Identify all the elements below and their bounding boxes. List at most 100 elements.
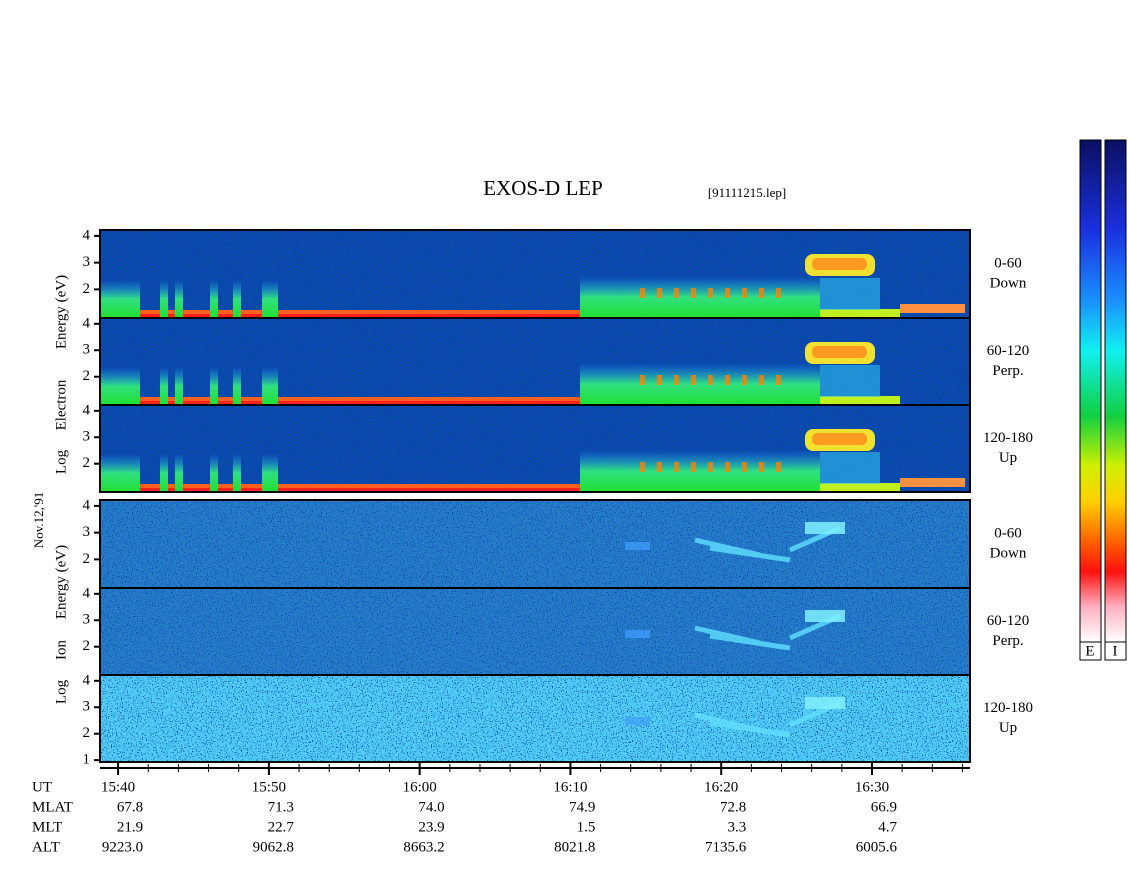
spectrogram-panel (99, 587, 971, 676)
footer-value: 66.9 (871, 799, 897, 815)
hot-spot (708, 375, 713, 385)
burst (210, 454, 218, 492)
hot-spot (657, 288, 662, 298)
burst (210, 367, 218, 405)
hot-spot (708, 462, 713, 472)
burst (270, 280, 278, 318)
footer-value: 6005.6 (856, 839, 898, 855)
arc (812, 433, 867, 445)
direction-label: Perp. (992, 633, 1023, 649)
colorbar-label-box (1079, 641, 1102, 661)
y-tick-label: 2 (83, 455, 91, 471)
late-band (900, 304, 965, 313)
y-tick-label: 3 (83, 524, 91, 540)
spectrogram-panel (99, 404, 971, 493)
y-tick-label: 3 (83, 612, 91, 628)
y-tick-label: 3 (83, 342, 91, 358)
direction-label: Perp. (992, 363, 1023, 379)
file-name: [91111215.lep] (708, 185, 786, 200)
angle-label: 120-180 (983, 700, 1033, 716)
burst (210, 280, 218, 318)
hot-spot (640, 462, 645, 472)
burst (233, 367, 241, 405)
footer-label: MLT (32, 819, 62, 835)
arc (812, 346, 867, 358)
burst (100, 367, 140, 405)
y-tick-label: 3 (83, 699, 91, 715)
hot-spot (708, 288, 713, 298)
burst (100, 280, 140, 318)
ion-streak (625, 717, 650, 725)
x-tick-label: 15:50 (252, 779, 286, 795)
panel-noise (100, 675, 970, 762)
ion-streak (805, 610, 845, 622)
burst (270, 454, 278, 492)
angle-label: 0-60 (994, 525, 1022, 541)
footer-value: 71.3 (268, 799, 294, 815)
y-tick-label: 4 (83, 672, 91, 688)
spectrogram-panel (99, 229, 971, 319)
footer-value: 9062.8 (253, 839, 294, 855)
spectrogram-panel (99, 317, 971, 406)
hot-spot (759, 288, 764, 298)
y-tick-label: 1 (83, 752, 91, 768)
hot-spot (691, 288, 696, 298)
burst (233, 280, 241, 318)
y-tick-label: 3 (83, 254, 91, 270)
burst (160, 367, 168, 405)
direction-label: Up (999, 450, 1017, 466)
angle-label: 60-120 (987, 343, 1030, 359)
y-tick-label: 2 (83, 368, 91, 384)
colorbar-label: I (1113, 643, 1118, 659)
hot-spot (640, 375, 645, 385)
colorbar-label-box (1104, 641, 1127, 661)
low-energy-band (100, 401, 580, 404)
ion-streak (805, 697, 845, 709)
colorbar-i (1104, 139, 1127, 643)
angle-label: 60-120 (987, 613, 1030, 629)
burst (580, 363, 820, 405)
y-tick-label: 2 (83, 725, 91, 741)
burst (580, 450, 820, 492)
y-tick-label: 4 (83, 497, 91, 513)
hot-spot (657, 462, 662, 472)
x-tick-label: 16:30 (855, 779, 889, 795)
y-axis-label: Energy (eV) (53, 545, 69, 619)
footer-label: ALT (32, 839, 60, 855)
arc-tail (820, 278, 880, 310)
hot-spot (776, 375, 781, 385)
spectrogram-panel (99, 499, 971, 589)
colorbar-label: E (1085, 643, 1094, 659)
x-tick-label: 16:20 (704, 779, 738, 795)
y-axis-label: Log (53, 449, 69, 474)
hot-spot (691, 462, 696, 472)
hot-spot (674, 375, 679, 385)
ion-streak (625, 630, 650, 638)
footer-value: 74.0 (418, 799, 444, 815)
burst (580, 276, 820, 318)
hot-spot (759, 462, 764, 472)
footer-value: 3.3 (727, 819, 746, 835)
hot-spot (776, 462, 781, 472)
footer-value: 21.9 (117, 819, 143, 835)
ion-streak (805, 522, 845, 534)
low-energy-band (100, 314, 580, 317)
y-tick-label: 2 (83, 638, 91, 654)
late-band (900, 478, 965, 487)
colorbars: E I (1079, 139, 1127, 661)
y-tick-label: 4 (83, 227, 91, 243)
y-tick-label: 2 (83, 281, 91, 297)
panel-noise (100, 588, 970, 675)
hot-spot (674, 462, 679, 472)
arc-tail (820, 452, 880, 484)
footer-label: UT (32, 779, 52, 795)
hot-spot (776, 288, 781, 298)
angle-label: 0-60 (994, 255, 1022, 271)
footer-value: 7135.6 (705, 839, 747, 855)
x-tick-label: 16:10 (553, 779, 587, 795)
footer-value: 9223.0 (102, 839, 143, 855)
y-axis-label: Ion (53, 640, 69, 660)
title: EXOS-D LEP (483, 176, 603, 200)
y-axis-label: Energy (eV) (53, 275, 69, 349)
